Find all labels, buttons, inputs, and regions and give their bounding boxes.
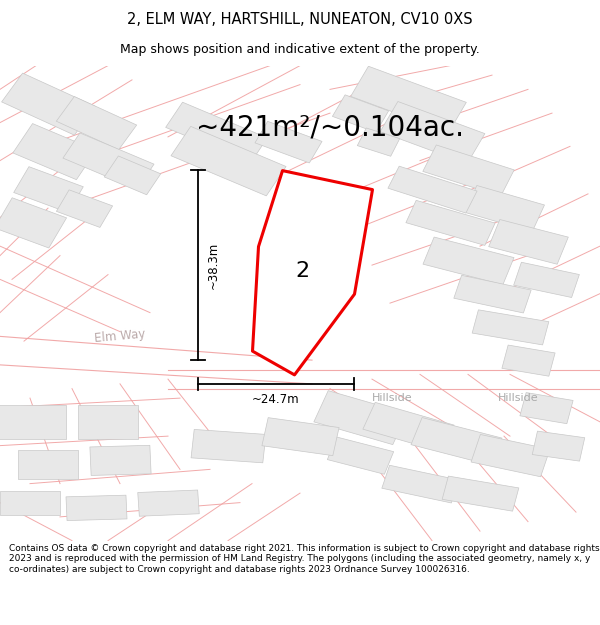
Text: Contains OS data © Crown copyright and database right 2021. This information is : Contains OS data © Crown copyright and d…: [9, 544, 599, 574]
Text: ~24.7m: ~24.7m: [252, 393, 300, 406]
Text: Map shows position and indicative extent of the property.: Map shows position and indicative extent…: [120, 42, 480, 56]
Text: ~421m²/~0.104ac.: ~421m²/~0.104ac.: [196, 113, 464, 141]
Text: ~38.3m: ~38.3m: [207, 241, 220, 289]
Text: Hillside: Hillside: [372, 393, 413, 403]
Text: Elm Way: Elm Way: [94, 328, 146, 345]
Text: 2, ELM WAY, HARTSHILL, NUNEATON, CV10 0XS: 2, ELM WAY, HARTSHILL, NUNEATON, CV10 0X…: [127, 12, 473, 27]
Text: 2: 2: [295, 261, 309, 281]
Text: Hillside: Hillside: [498, 393, 539, 403]
